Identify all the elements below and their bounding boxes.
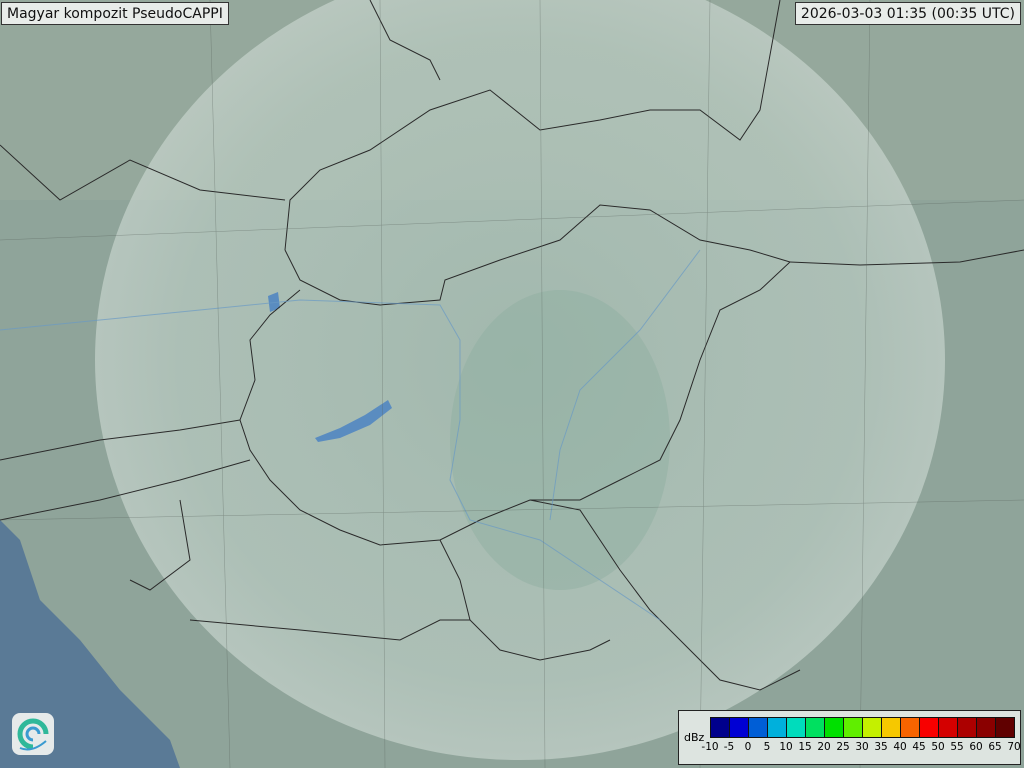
legend-tick-label: 0 <box>744 741 752 753</box>
adriatic-sea <box>0 520 180 768</box>
legend-color-cell <box>711 718 730 737</box>
legend-tick-label: -10 <box>701 741 719 753</box>
legend-tick-label: 50 <box>931 741 945 753</box>
legend-tick-label: 60 <box>969 741 983 753</box>
color-scale-bar <box>710 717 1015 738</box>
timestamp-label: 2026-03-03 01:35 (00:35 UTC) <box>794 2 1021 25</box>
rivers <box>0 249 701 621</box>
legend-ticks: -10 -5 0 5 10 15 20 25 30 35 40 45 50 55 60 65 70 <box>701 741 1020 757</box>
legend-tick-label: -5 <box>723 741 735 753</box>
legend-color-cell <box>939 718 958 737</box>
legend-color-cell <box>825 718 844 737</box>
swirl-logo-icon <box>12 713 54 755</box>
legend-color-cell <box>730 718 749 737</box>
legend-tick-label: 55 <box>950 741 964 753</box>
great-plain <box>450 290 670 590</box>
dbz-legend: dBz -10 -5 0 5 10 15 20 25 30 35 40 45 50 55 60 65 70 <box>678 710 1021 765</box>
legend-unit: dBz <box>684 731 705 744</box>
legend-tick-label: 5 <box>763 741 771 753</box>
legend-color-cell <box>958 718 977 737</box>
legend-color-cell <box>806 718 825 737</box>
legend-tick-label: 10 <box>779 741 793 753</box>
legend-tick-label: 65 <box>988 741 1002 753</box>
legend-color-cell <box>996 718 1014 737</box>
legend-color-cell <box>977 718 996 737</box>
legend-color-cell <box>901 718 920 737</box>
legend-color-cell <box>882 718 901 737</box>
legend-tick-label: 30 <box>855 741 869 753</box>
lake-balaton <box>315 400 392 442</box>
legend-color-cell <box>863 718 882 737</box>
legend-tick-label: 20 <box>817 741 831 753</box>
lake-neusiedl <box>268 292 280 312</box>
legend-color-cell <box>749 718 768 737</box>
legend-tick-label: 40 <box>893 741 907 753</box>
legend-tick-label: 70 <box>1007 741 1021 753</box>
legend-color-cell <box>787 718 806 737</box>
legend-tick-label: 15 <box>798 741 812 753</box>
legend-color-cell <box>844 718 863 737</box>
legend-color-cell <box>920 718 939 737</box>
country-borders <box>0 0 1024 691</box>
product-title: Magyar kompozit PseudoCAPPI <box>1 2 229 25</box>
legend-color-cell <box>768 718 787 737</box>
legend-tick-label: 35 <box>874 741 888 753</box>
legend-tick-label: 25 <box>836 741 850 753</box>
legend-tick-label: 45 <box>912 741 926 753</box>
